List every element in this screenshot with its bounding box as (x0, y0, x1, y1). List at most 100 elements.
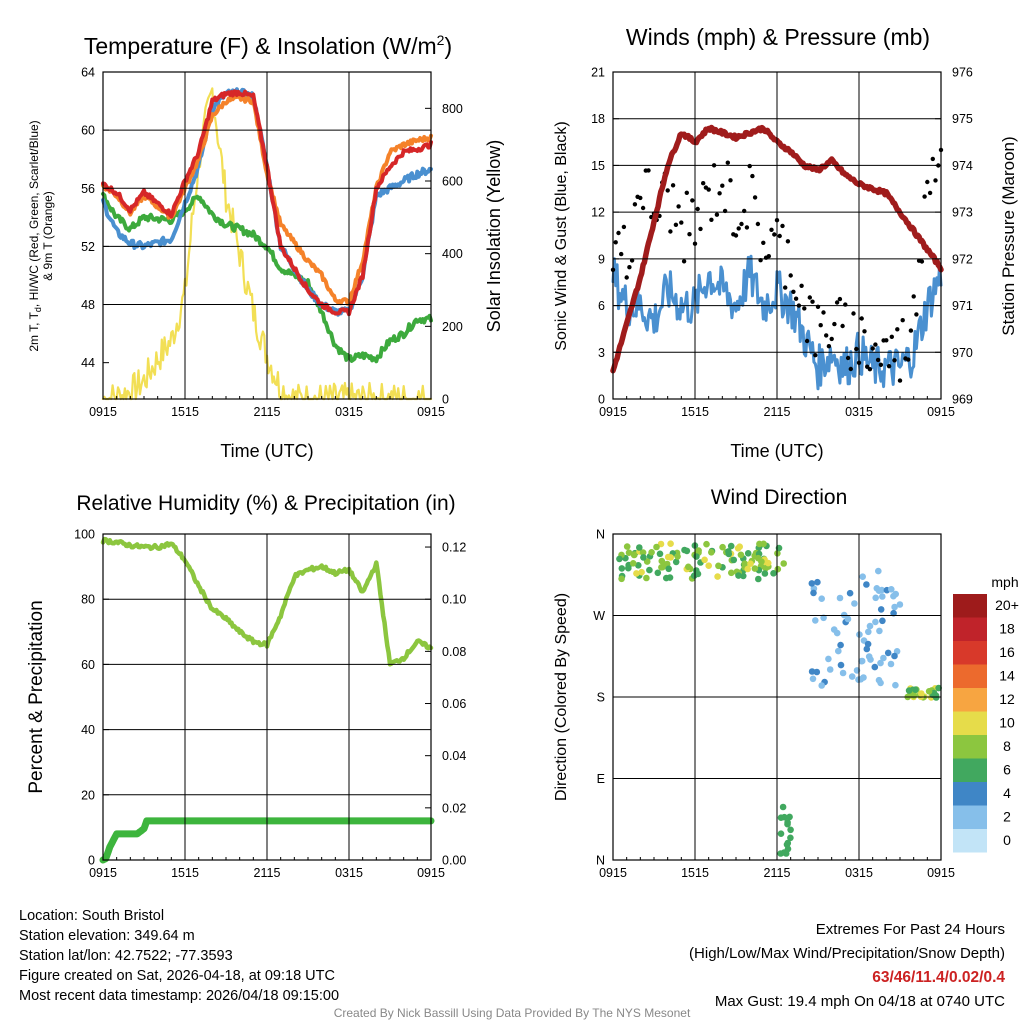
direction-point (735, 572, 742, 579)
direction-point (786, 813, 793, 821)
direction-point (636, 544, 643, 551)
direction-point (639, 549, 647, 556)
direction-point (887, 660, 895, 668)
gust-point (750, 173, 755, 179)
direction-point (877, 659, 884, 667)
temperature-panel: Temperature (F) & Insolation (W/m2) 0915… (27, 32, 504, 461)
gust-point (813, 353, 818, 358)
direction-point (935, 684, 942, 692)
temperature-ylabel-line2: & 9m T (Orange) (41, 191, 55, 281)
direction-point (877, 679, 884, 687)
direction-point (693, 553, 700, 560)
gust-point (621, 224, 627, 230)
direction-point (839, 669, 847, 677)
direction-point (835, 647, 842, 655)
legend-label: 0 (1003, 832, 1011, 848)
direction-point (774, 565, 782, 573)
max-gust: Max Gust: 19.4 mph On 04/18 at 0740 UTC (714, 993, 1005, 1010)
direction-point (808, 580, 816, 587)
direction-point (879, 593, 886, 600)
y2-tick-label: 973 (952, 206, 973, 220)
gust-point (845, 355, 851, 361)
direction-point (884, 649, 892, 657)
direction-point (754, 554, 762, 562)
y-tick-label: N (596, 854, 605, 868)
direction-point (891, 652, 898, 660)
direction-point (715, 562, 722, 570)
direction-point (918, 690, 925, 697)
y2-tick-label: 0.04 (442, 749, 466, 763)
gust-point (627, 265, 632, 270)
legend-swatch (953, 664, 987, 688)
gust-point (832, 321, 837, 327)
direction-point (837, 641, 844, 649)
x-tick-label: 1515 (171, 866, 199, 880)
gust-point (900, 318, 905, 323)
station-elevation: Station elevation: 349.64 m (19, 928, 195, 944)
direction-point (866, 622, 874, 630)
y-tick-label: 9 (598, 252, 605, 266)
x-tick-label: 1515 (681, 866, 709, 880)
direction-point (905, 687, 913, 694)
legend-swatch (953, 617, 987, 641)
direction-point (665, 565, 672, 573)
gust-point (824, 333, 829, 338)
x-tick-label: 2115 (764, 405, 791, 419)
y2-tick-label: 971 (952, 299, 973, 313)
direction-point (890, 609, 897, 617)
direction-point (751, 565, 759, 572)
direction-point (616, 555, 623, 563)
gust-point (884, 338, 889, 343)
direction-point (740, 572, 747, 580)
gust-point (919, 259, 925, 264)
gust-point (632, 202, 638, 207)
direction-point (656, 550, 664, 558)
direction-point (818, 595, 825, 602)
gust-point (875, 357, 881, 363)
gust-point (744, 225, 750, 230)
y-tick-label: 20 (81, 788, 95, 802)
direction-point (879, 617, 886, 625)
gust-point (709, 217, 714, 222)
legend-label: 8 (1003, 738, 1011, 754)
gust-point (867, 367, 873, 372)
direction-point (744, 565, 751, 573)
gust-point (701, 181, 706, 186)
gust-point (802, 306, 807, 311)
direction-point (770, 570, 777, 577)
gust-point (690, 198, 695, 203)
x-tick-label: 1515 (681, 405, 709, 419)
gust-point (640, 205, 646, 211)
legend-label: 4 (1003, 785, 1011, 801)
direction-point (830, 626, 838, 633)
legend-label: 16 (999, 644, 1015, 660)
gust-point (873, 342, 878, 347)
temperature-title: Temperature (F) & Insolation (W/m2) (84, 32, 452, 59)
gust-point (829, 336, 834, 342)
x-tick-label: 0315 (845, 405, 873, 419)
gust-point (728, 178, 733, 183)
gust-point (785, 239, 791, 244)
gust-point (747, 163, 752, 169)
gust-point (673, 222, 679, 227)
x-tick-label: 0915 (927, 866, 955, 880)
x-tick-label: 2115 (764, 866, 791, 880)
gust-point (834, 300, 840, 305)
direction-point (694, 570, 702, 578)
legend-label: 2 (1003, 809, 1011, 825)
direction-point (851, 600, 858, 607)
direction-point (846, 589, 854, 597)
extremes-values: 63/46/11.4/0.02/0.4 (872, 969, 1005, 986)
direction-point (683, 547, 691, 555)
gust-point (755, 221, 761, 227)
gust-point (886, 364, 892, 369)
y2-tick-label: 600 (442, 175, 463, 189)
recent-timestamp: Most recent data timestamp: 2026/04/18 0… (19, 988, 340, 1004)
gust-point (681, 259, 687, 264)
legend-label: 6 (1003, 762, 1011, 778)
humidity-ylabel: Percent & Precipitation (26, 600, 47, 793)
y2-tick-label: 0.12 (442, 541, 466, 555)
direction-point (646, 566, 653, 574)
y-tick-label: S (597, 691, 605, 705)
legend-swatch (953, 641, 987, 665)
